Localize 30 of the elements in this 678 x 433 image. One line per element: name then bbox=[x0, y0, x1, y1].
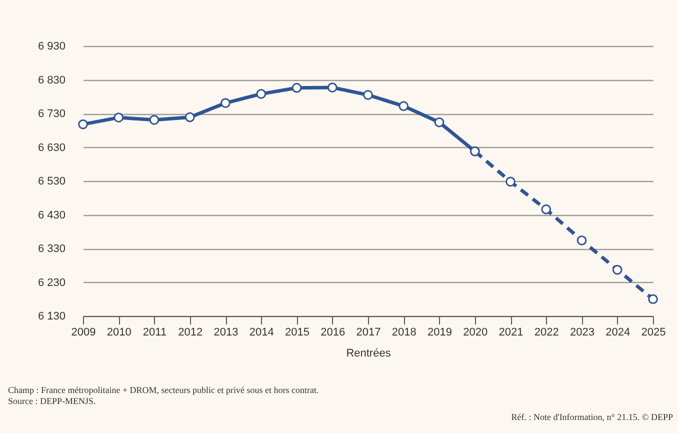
x-tick-label: 2025 bbox=[641, 326, 666, 338]
x-tick-label: 2016 bbox=[320, 326, 346, 338]
x-tick-label: 2009 bbox=[71, 326, 96, 338]
x-tick-label: 2011 bbox=[142, 326, 167, 338]
y-tick-label: 6 930 bbox=[38, 40, 66, 52]
text: Réf. : Note d'Information, n° 21.15. © DEPP bbox=[511, 412, 673, 422]
x-axis-title: Rentrées bbox=[346, 348, 392, 360]
text: Champ : France métropolitaine + DROM, secteurs public et privé sous et hors contrat. bbox=[8, 385, 319, 395]
x-tick-label: 2010 bbox=[106, 326, 132, 338]
x-tick-label: 2013 bbox=[214, 326, 238, 338]
x-tick-label: 2015 bbox=[285, 326, 310, 338]
x-tick-label: 2018 bbox=[392, 326, 416, 338]
y-tick-label: 6 430 bbox=[38, 209, 66, 222]
x-tick-label: 2019 bbox=[428, 326, 452, 338]
y-tick-label: 6 830 bbox=[38, 74, 66, 86]
x-tick-label: 2020 bbox=[463, 326, 488, 338]
x-tick-label: 2022 bbox=[534, 326, 559, 338]
y-tick-label: 6 630 bbox=[38, 142, 66, 154]
x-tick-label: 2021 bbox=[498, 326, 524, 338]
y-tick-label: 6 530 bbox=[38, 176, 66, 188]
x-tick-label: 2024 bbox=[606, 326, 630, 338]
y-tick-label: 6 230 bbox=[38, 276, 66, 289]
x-tick-label: 2012 bbox=[178, 326, 203, 338]
y-tick-label: 6 730 bbox=[38, 108, 66, 120]
x-tick-label: 2023 bbox=[570, 326, 594, 338]
source-note: Source : DEPP-MENJS. bbox=[8, 396, 96, 406]
y-tick-label: 6 330 bbox=[38, 243, 66, 255]
y-tick-label: 6 130 bbox=[38, 310, 66, 322]
x-tick-label: 2017 bbox=[356, 326, 381, 338]
x-tick-label: 2014 bbox=[249, 326, 274, 338]
